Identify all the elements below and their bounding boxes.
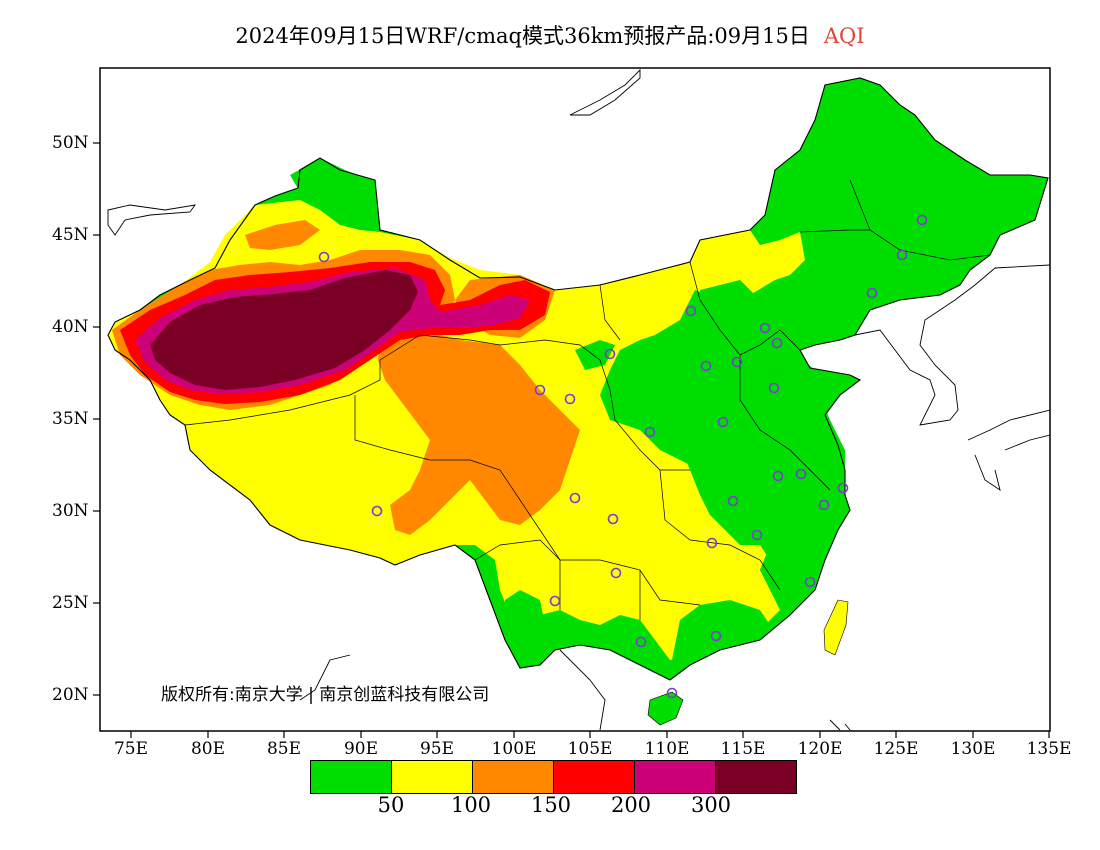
island-taiwan [823,599,849,656]
lon-label-100e: 100E [491,739,537,759]
lat-label-40n: 40N [52,317,89,337]
legend-swatch-green [311,761,391,793]
lat-label-20n: 20N [52,685,89,705]
lon-label-95e: 95E [419,739,455,759]
map-title: 2024年09月15日WRF/cmaq模式36km预报产品:09月15日 AQI [0,20,1100,50]
island-hainan [647,691,684,726]
lon-label-90e: 90E [343,739,379,759]
legend-swatch-yellow [391,761,472,793]
lat-label-30n: 30N [52,501,89,521]
foreign-coastlines [107,68,1050,731]
aqi-zone-green-north-xj [290,158,378,222]
legend-swatch-red [553,761,634,793]
lat-label-25n: 25N [52,593,89,613]
lat-label-45n: 45N [52,225,89,245]
aqi-zone-maroon [150,270,418,390]
aqi-zone-orange-qinghai [378,330,580,535]
legend-tick-50: 50 [377,793,405,817]
legend-tick-150: 150 [530,793,572,817]
lon-label-80e: 80E [190,739,226,759]
legend-swatch-orange [472,761,553,793]
province-borders [184,179,991,620]
aqi-zone-green-gansu [575,340,615,370]
title-variable: AQI [823,24,865,48]
axis-ticks [93,142,1050,738]
lon-label-120e: 120E [797,739,843,759]
lon-label-85e: 85E [266,739,302,759]
aqi-legend [310,760,797,794]
copyright-text: 版权所有:南京大学 | 南京创蓝科技有限公司 [161,685,490,705]
legend-tick-100: 100 [450,793,492,817]
legend-tick-200: 200 [610,793,652,817]
legend-swatch-magenta [634,761,715,793]
lat-label-35n: 35N [52,409,89,429]
legend-tick-300: 300 [690,793,732,817]
map-canvas [107,68,1050,731]
lon-label-75e: 75E [113,739,149,759]
aqi-zone-green-east [680,280,845,560]
lon-label-105e: 105E [567,739,613,759]
lon-label-135e: 135E [1026,739,1072,759]
aqi-zone-green-yunnan [505,590,545,665]
lon-label-115e: 115E [720,739,766,759]
title-main: 2024年09月15日WRF/cmaq模式36km预报产品:09月15日 [235,24,810,48]
lon-label-110e: 110E [644,739,690,759]
aqi-zone-orange-north [245,220,320,250]
legend-swatch-maroon [715,761,796,793]
lon-label-125e: 125E [873,739,919,759]
lon-label-130e: 130E [950,739,996,759]
station-markers [318,214,928,699]
lat-label-50n: 50N [52,133,89,153]
map-frame [99,67,1051,732]
